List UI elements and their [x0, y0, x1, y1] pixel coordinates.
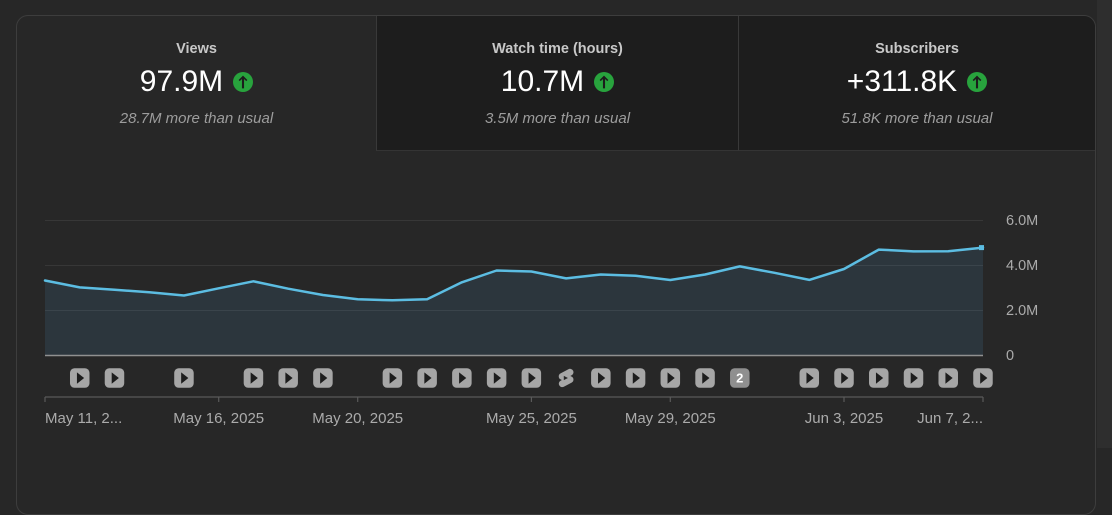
- svg-text:2.0M: 2.0M: [1006, 303, 1038, 319]
- svg-text:Jun 7, 2...: Jun 7, 2...: [917, 410, 983, 427]
- svg-text:2: 2: [736, 371, 743, 386]
- svg-text:0: 0: [1006, 348, 1014, 364]
- svg-text:May 29, 2025: May 29, 2025: [625, 410, 716, 427]
- svg-text:May 16, 2025: May 16, 2025: [173, 410, 264, 427]
- svg-text:6.0M: 6.0M: [1006, 213, 1038, 229]
- svg-text:4.0M: 4.0M: [1006, 258, 1038, 274]
- svg-text:Jun 3, 2025: Jun 3, 2025: [805, 410, 883, 427]
- svg-text:May 11, 2...: May 11, 2...: [45, 410, 122, 427]
- svg-text:May 25, 2025: May 25, 2025: [486, 410, 577, 427]
- svg-text:May 20, 2025: May 20, 2025: [312, 410, 403, 427]
